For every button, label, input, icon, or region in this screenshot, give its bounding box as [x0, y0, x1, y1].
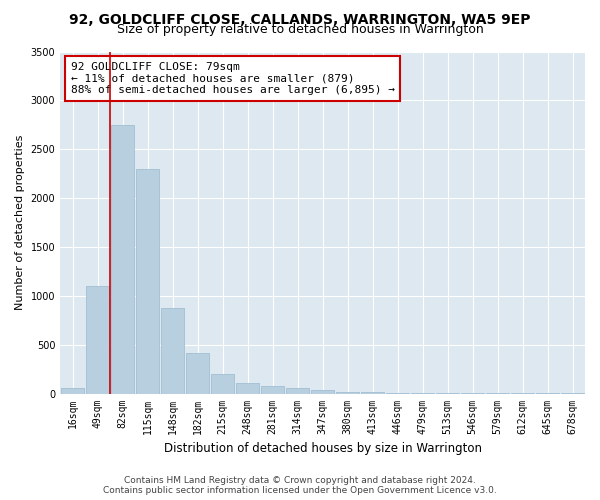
X-axis label: Distribution of detached houses by size in Warrington: Distribution of detached houses by size … [164, 442, 482, 455]
Text: Size of property relative to detached houses in Warrington: Size of property relative to detached ho… [116, 22, 484, 36]
Bar [386, 392, 409, 394]
Bar [236, 383, 259, 394]
Bar [311, 390, 334, 394]
Bar [112, 125, 134, 394]
Bar [412, 393, 434, 394]
Bar [211, 374, 234, 394]
Bar [262, 386, 284, 394]
Bar [161, 308, 184, 394]
Bar [337, 392, 359, 394]
Bar [86, 286, 109, 394]
Bar [136, 169, 159, 394]
Bar [361, 392, 384, 394]
Y-axis label: Number of detached properties: Number of detached properties [15, 135, 25, 310]
Bar [286, 388, 309, 394]
Text: Contains HM Land Registry data © Crown copyright and database right 2024.
Contai: Contains HM Land Registry data © Crown c… [103, 476, 497, 495]
Bar [187, 352, 209, 394]
Text: 92, GOLDCLIFF CLOSE, CALLANDS, WARRINGTON, WA5 9EP: 92, GOLDCLIFF CLOSE, CALLANDS, WARRINGTO… [69, 12, 531, 26]
Text: 92 GOLDCLIFF CLOSE: 79sqm
← 11% of detached houses are smaller (879)
88% of semi: 92 GOLDCLIFF CLOSE: 79sqm ← 11% of detac… [71, 62, 395, 95]
Bar [61, 388, 84, 394]
